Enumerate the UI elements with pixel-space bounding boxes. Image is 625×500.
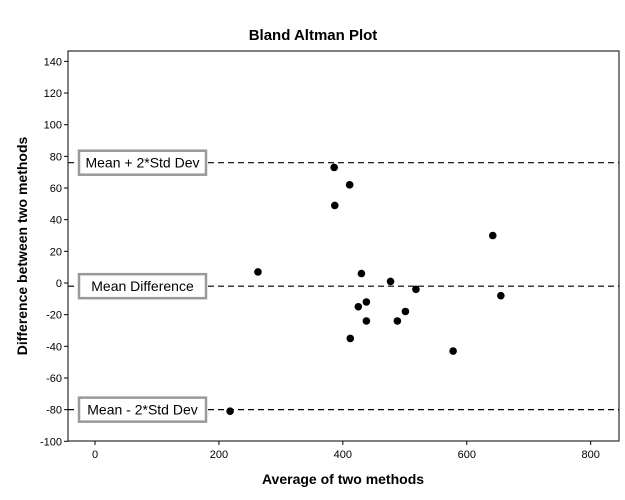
data-point [401,307,410,316]
y-tick-label: 20 [50,246,62,258]
x-tick-label: 0 [92,449,98,461]
y-tick-label: 40 [50,215,62,227]
reference-label-box [77,272,208,300]
x-tick-label: 200 [210,449,228,461]
data-point [345,181,354,189]
x-tick-label: 400 [334,449,352,461]
data-point [497,291,505,300]
data-point [488,231,497,240]
data-point [330,163,338,172]
reference-lines: Mean + 2*Std Dev Mean Difference Mean - 2*… [68,149,619,423]
y-tick-label: -20 [46,310,62,322]
data-point [412,285,420,294]
data-point [386,277,395,286]
reference-label-box [77,396,208,423]
reference-label-box [77,149,208,176]
x-tick-label: 600 [458,449,476,461]
y-tick-label: 100 [44,120,62,132]
data-point [357,269,366,278]
y-tick-label: 80 [50,151,62,163]
data-point [393,317,402,325]
data-point [354,302,363,311]
reference-label: Mean Difference [91,278,194,294]
y-tick-label: -80 [46,405,62,417]
y-tick-label: -100 [40,436,62,448]
y-axis-label: Difference between two methods [14,136,30,355]
chart-title: Bland Altman Plot [249,27,378,44]
y-tick-label: 140 [44,56,62,68]
y-tick-label: 120 [44,88,62,100]
y-tick-label: 60 [50,183,62,195]
data-points [226,163,505,416]
y-tick-label: -60 [46,373,62,385]
data-point [254,268,262,276]
data-point [330,201,339,210]
data-point [362,317,371,325]
data-point [449,347,457,355]
y-tick-label: 0 [56,278,62,290]
reference-label: Mean - 2*Std Dev [87,402,198,418]
data-point [362,298,371,306]
x-axis-label: Average of two methods [262,471,424,487]
data-point [226,407,234,416]
plot-area [67,50,620,442]
y-tick-label: -40 [46,341,62,353]
axis-ticks: -100 -80 -60 -40 -20 0 20 40 60 80 100 120 140 0 200 40… [40,56,600,461]
reference-label: Mean + 2*Std Dev [85,155,199,171]
x-tick-label: 800 [582,449,600,461]
data-point [346,334,355,343]
